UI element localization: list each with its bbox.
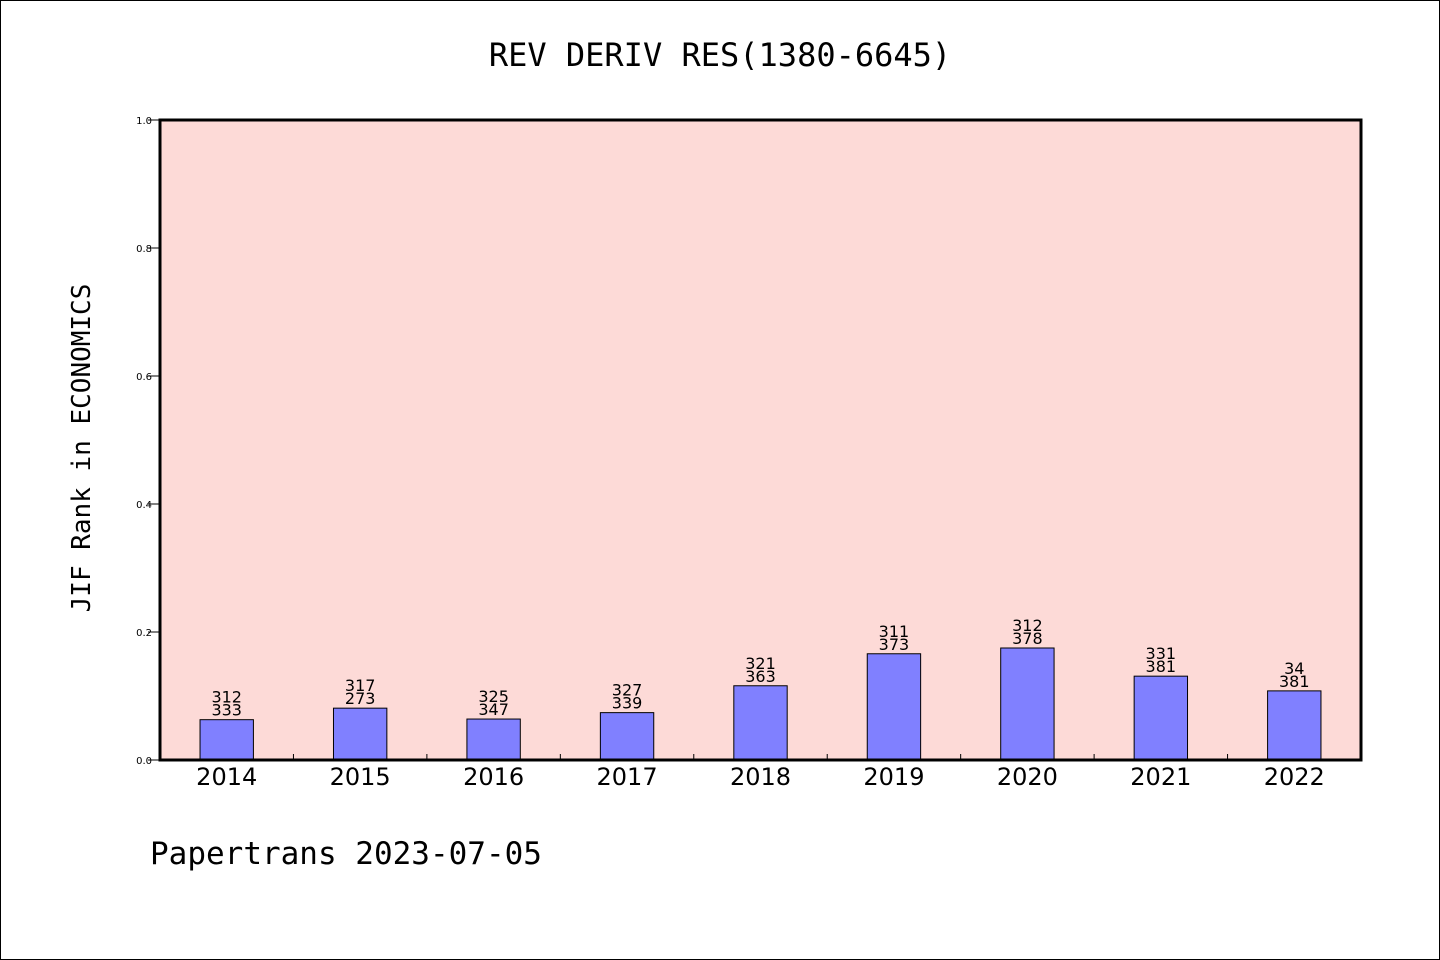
x-tick-label: 2015 <box>330 763 391 791</box>
bar-label-top: 331 <box>1146 644 1177 663</box>
y-tick-label: 0.0 <box>136 756 152 767</box>
bar-2018 <box>733 685 788 761</box>
x-tick-label: 2014 <box>196 763 257 791</box>
bar-2014 <box>199 719 254 761</box>
bar-label-top: 325 <box>478 687 509 706</box>
x-tick-label: 2022 <box>1264 763 1325 791</box>
bar-label-bottom: 381 <box>1146 657 1177 676</box>
bar-label-bottom: 378 <box>1012 629 1043 648</box>
chart-title: REV DERIV RES(1380-6645) <box>489 36 951 74</box>
bar-label-bottom: 273 <box>345 689 376 708</box>
plot-area <box>160 120 1361 760</box>
bar-label-top: 34 <box>1284 659 1304 678</box>
x-tick-label: 2018 <box>730 763 791 791</box>
bar-2022 <box>1267 690 1322 761</box>
bar-2021 <box>1133 675 1189 761</box>
y-tick-label: 0.4 <box>136 500 152 511</box>
bar-2019 <box>866 653 922 761</box>
plot-border <box>158 118 1363 762</box>
footer-credit: Papertrans 2023-07-05 <box>150 836 542 872</box>
y-tick-label: 1.0 <box>136 116 152 127</box>
bar-2020 <box>1000 647 1055 761</box>
bar-label-bottom: 373 <box>879 635 910 654</box>
bar-label-bottom: 363 <box>745 667 776 686</box>
x-tick-label: 2017 <box>597 763 658 791</box>
x-tick-label: 2016 <box>463 763 524 791</box>
y-axis-label: JIF Rank in ECONOMICS <box>67 284 97 613</box>
y-axis: 0.0 0.2 0.4 0.6 0.8 1.0 <box>136 116 160 767</box>
bar-label-bottom: 339 <box>612 694 643 713</box>
bar-label-bottom: 333 <box>211 701 242 720</box>
bar-label-bottom: 381 <box>1279 672 1310 691</box>
y-tick-label: 0.2 <box>136 628 152 639</box>
bar-label-top: 327 <box>612 681 643 700</box>
bars <box>199 647 1322 761</box>
x-axis: 2014 2015 2016 2017 2018 2019 2020 2021 2022 <box>196 754 1325 791</box>
bar-2016 <box>466 718 521 761</box>
x-tick-label: 2021 <box>1130 763 1191 791</box>
bar-2017 <box>599 712 655 761</box>
y-tick-label: 0.6 <box>136 372 152 383</box>
y-tick-label: 0.8 <box>136 244 152 255</box>
bar-label-top: 312 <box>1012 616 1043 635</box>
x-tick-label: 2019 <box>863 763 924 791</box>
bar-label-top: 317 <box>345 676 376 695</box>
bar-label-top: 312 <box>211 688 242 707</box>
x-tick-label: 2020 <box>997 763 1058 791</box>
bar-2015 <box>332 707 388 761</box>
bar-label-bottom: 347 <box>478 700 509 719</box>
bar-label-top: 311 <box>879 622 910 641</box>
bar-label-top: 321 <box>745 654 776 673</box>
